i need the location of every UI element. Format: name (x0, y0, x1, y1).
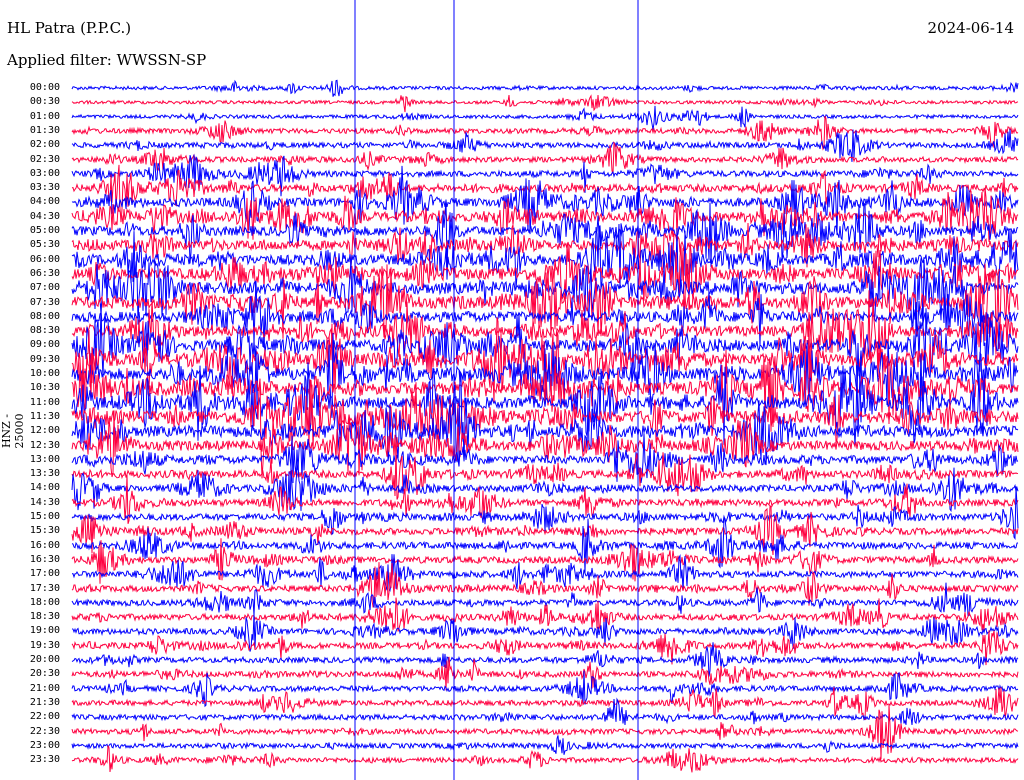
row-time-label: 03:30 (29, 182, 60, 194)
row-time-label: 15:30 (29, 525, 60, 537)
trace-row (71, 704, 1019, 760)
trace-row (71, 504, 1019, 556)
trace-row (71, 399, 1019, 478)
row-time-label: 14:00 (29, 482, 60, 494)
row-time-label: 14:30 (29, 496, 60, 508)
row-time-label: 17:00 (29, 568, 60, 580)
row-time-label: 08:00 (29, 310, 60, 322)
trace-row (71, 642, 1019, 677)
trace-row (71, 187, 1019, 242)
row-time-label: 16:00 (29, 539, 60, 551)
row-time-label: 01:00 (29, 110, 60, 122)
trace-row (71, 597, 1019, 632)
row-time-label: 03:00 (29, 167, 60, 179)
trace-row (71, 258, 1019, 338)
trace-row (71, 164, 1019, 223)
trace-row (71, 129, 1019, 162)
trace-row (71, 140, 1019, 175)
trace-row (71, 165, 1019, 236)
row-time-label: 04:30 (29, 210, 60, 222)
row-time-label: 19:30 (29, 639, 60, 651)
trace-row (71, 447, 1019, 500)
row-time-label: 21:00 (29, 682, 60, 694)
applied-filter: Applied filter: WWSSN-SP (7, 51, 207, 69)
row-time-label: 19:00 (29, 625, 60, 637)
row-time-label: 09:00 (29, 339, 60, 351)
row-time-label: 09:30 (29, 353, 60, 365)
trace-row (71, 433, 1019, 484)
trace-row (71, 474, 1019, 524)
trace-row (71, 735, 1019, 755)
row-time-label: 15:00 (29, 511, 60, 522)
trace-row (71, 538, 1019, 584)
trace-row (71, 333, 1019, 418)
row-time-label: 16:30 (29, 553, 60, 565)
trace-row (71, 105, 1019, 130)
trace-row (71, 582, 1019, 617)
trace-row (71, 670, 1019, 708)
row-time-label: 22:30 (29, 725, 60, 737)
row-time-label: 05:30 (29, 239, 60, 251)
trace-row (71, 745, 1019, 773)
trace-row (71, 554, 1019, 592)
row-time-label: 18:30 (29, 611, 60, 623)
row-time-label: 10:00 (29, 368, 60, 379)
row-time-label: 07:00 (29, 282, 60, 294)
trace-row (71, 687, 1019, 721)
trace-row (71, 630, 1019, 666)
trace-row (71, 613, 1019, 652)
row-time-label: 12:00 (29, 425, 60, 437)
trace-row (71, 242, 1019, 312)
trace-row (71, 281, 1019, 349)
row-time-label: 10:30 (29, 382, 60, 394)
row-time-label: 08:30 (29, 325, 60, 337)
row-time-label: 17:30 (29, 582, 60, 594)
trace-row (71, 223, 1019, 294)
row-time-label: 01:30 (29, 124, 60, 136)
row-time-label: 00:30 (29, 96, 60, 108)
row-time-label: 11:30 (29, 410, 60, 422)
trace-row (71, 486, 1019, 541)
row-time-label: 00:00 (29, 82, 60, 93)
date-label: 2024-06-14 (927, 19, 1014, 37)
trace-row (71, 378, 1019, 479)
trace-row (71, 222, 1019, 273)
trace-row (71, 94, 1019, 113)
trace-row (71, 290, 1019, 370)
row-time-label: 21:30 (29, 696, 60, 708)
trace-row (71, 79, 1019, 97)
row-time-label: 11:00 (29, 396, 60, 408)
row-time-label: 23:00 (29, 739, 60, 751)
row-time-label: 12:30 (29, 439, 60, 451)
trace-row (71, 462, 1019, 513)
trace-row (71, 517, 1019, 573)
trace-row (71, 656, 1019, 691)
trace-row (71, 697, 1019, 726)
row-time-label: 07:30 (29, 296, 60, 308)
row-time-label: 04:00 (29, 196, 60, 208)
row-time-label: 20:30 (29, 668, 60, 680)
row-time-label: 02:00 (29, 139, 60, 151)
row-time-label: 05:00 (29, 225, 60, 236)
trace-row (71, 154, 1019, 197)
row-time-label: 18:00 (29, 596, 60, 608)
row-time-label: 20:00 (29, 654, 60, 665)
station-title: HL Patra (P.P.C.) (7, 19, 132, 37)
row-time-label: 13:00 (29, 453, 60, 465)
row-time-label: 23:30 (29, 754, 60, 766)
trace-row (71, 362, 1019, 446)
row-time-label: 02:30 (29, 153, 60, 165)
trace-row (71, 264, 1019, 340)
row-time-label: 13:30 (29, 468, 60, 480)
trace-row (71, 562, 1019, 608)
trace-row (71, 369, 1019, 466)
trace-row (71, 116, 1019, 151)
row-time-label: 22:00 (29, 711, 60, 723)
row-time-label: 06:30 (29, 267, 60, 279)
row-time-label: 06:00 (29, 253, 60, 265)
